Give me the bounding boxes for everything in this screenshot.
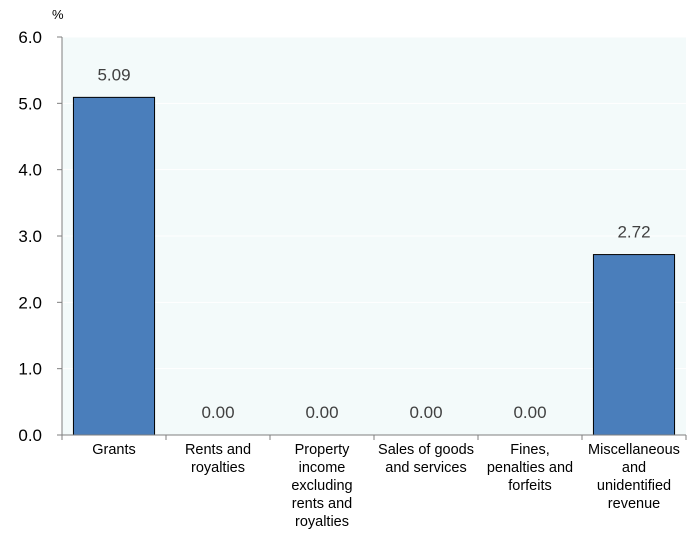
- x-category-label: Fines, penalties and forfeits: [487, 442, 573, 494]
- data-label: 0.00: [409, 403, 442, 422]
- y-tick-label: 5.0: [18, 94, 42, 113]
- data-label: 0.00: [305, 403, 338, 422]
- x-category-label: Miscellaneous and unidentified revenue: [588, 442, 680, 512]
- x-axis-ticks: [61, 435, 687, 440]
- data-labels: 5.09 0.00 0.00 0.00 0.00 2.72: [97, 65, 650, 422]
- gridlines: [62, 36, 686, 370]
- data-label: 0.00: [201, 403, 234, 422]
- y-tick-label: 3.0: [18, 227, 42, 246]
- y-tick-label: 6.0: [18, 28, 42, 47]
- x-category-label: Property income excluding rents and royaltie…: [291, 442, 352, 530]
- y-tick-label: 2.0: [18, 293, 42, 312]
- y-unit-label: %: [52, 7, 64, 22]
- bar: [592, 254, 676, 436]
- x-category-label: Grants: [92, 442, 136, 458]
- x-category-label: Sales of goods and services: [378, 442, 474, 476]
- y-tick-label: 1.0: [18, 360, 42, 379]
- data-label: 0.00: [513, 403, 546, 422]
- bars: [72, 96, 676, 436]
- category-labels: Grants Rents and royalties Property income ex…: [92, 442, 680, 530]
- x-category-label: Rents and royalties: [185, 442, 251, 476]
- y-tick-label: 0.0: [18, 426, 42, 445]
- data-label: 5.09: [97, 65, 130, 84]
- data-label: 2.72: [617, 223, 650, 242]
- y-axis-ticks: 0.0 1.0 2.0 3.0 4.0 5.0 6.0: [18, 28, 62, 445]
- bar: [72, 96, 156, 436]
- y-tick-label: 4.0: [18, 161, 42, 180]
